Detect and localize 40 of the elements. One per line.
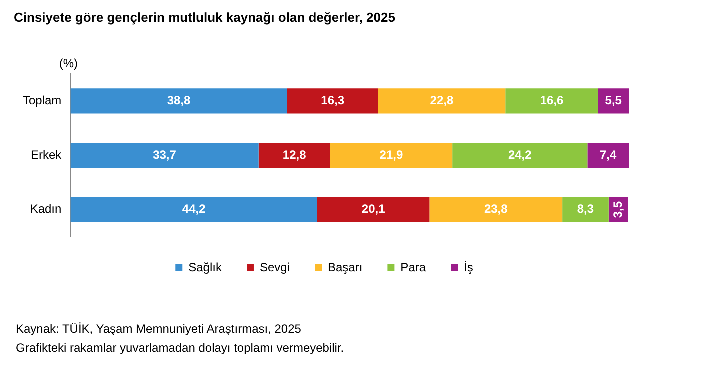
data-label: 16,3 (321, 93, 345, 108)
data-label: 33,7 (153, 148, 177, 162)
legend-label: Başarı (328, 260, 363, 274)
data-label: 7,4 (600, 148, 618, 162)
legend-label: Sevgi (260, 260, 290, 274)
bar (330, 142, 453, 168)
legend-label: Sağlık (188, 260, 223, 274)
bar (258, 142, 330, 168)
data-label: 5,5 (605, 93, 622, 108)
data-label: 23,8 (484, 202, 508, 216)
bar (70, 142, 259, 168)
bar (378, 88, 506, 114)
y-tick-label: Kadın (30, 202, 62, 216)
data-label: 38,8 (167, 93, 191, 108)
y-tick-label: Toplam (22, 93, 62, 108)
bar (287, 88, 378, 114)
data-label: 24,2 (508, 148, 532, 162)
data-label: 20,1 (362, 202, 386, 216)
data-label: 8,3 (577, 202, 594, 216)
text: Grafikteki rakamlar yuvarlamadan dolayı toplamı vermeyebilir. (16, 340, 344, 357)
bar (506, 88, 598, 114)
data-label: 3,5 (610, 201, 625, 218)
data-label: 22,8 (430, 93, 454, 108)
y-axis-title: (%) (59, 56, 78, 70)
text: Kaynak: TÜİK, Yaşam Memnuniyeti Araştırması, 2025 (16, 321, 302, 338)
legend-label: Para (400, 260, 426, 274)
y-tick-label: Erkek (30, 148, 63, 162)
data-label: 12,8 (282, 148, 307, 162)
bar (317, 197, 430, 222)
bar (452, 142, 588, 168)
bar (70, 88, 288, 114)
data-label: 21,9 (380, 148, 404, 162)
bar (430, 197, 563, 222)
bar (588, 142, 629, 168)
data-label: 16,6 (540, 93, 564, 108)
chart-title: Cinsiyete göre gençlerin mutluluk kaynağı olan değerler, 2025 (14, 10, 396, 25)
data-label: 44,2 (182, 202, 206, 216)
bar (70, 197, 318, 222)
legend-label: İş (464, 260, 474, 274)
bar (562, 197, 609, 222)
